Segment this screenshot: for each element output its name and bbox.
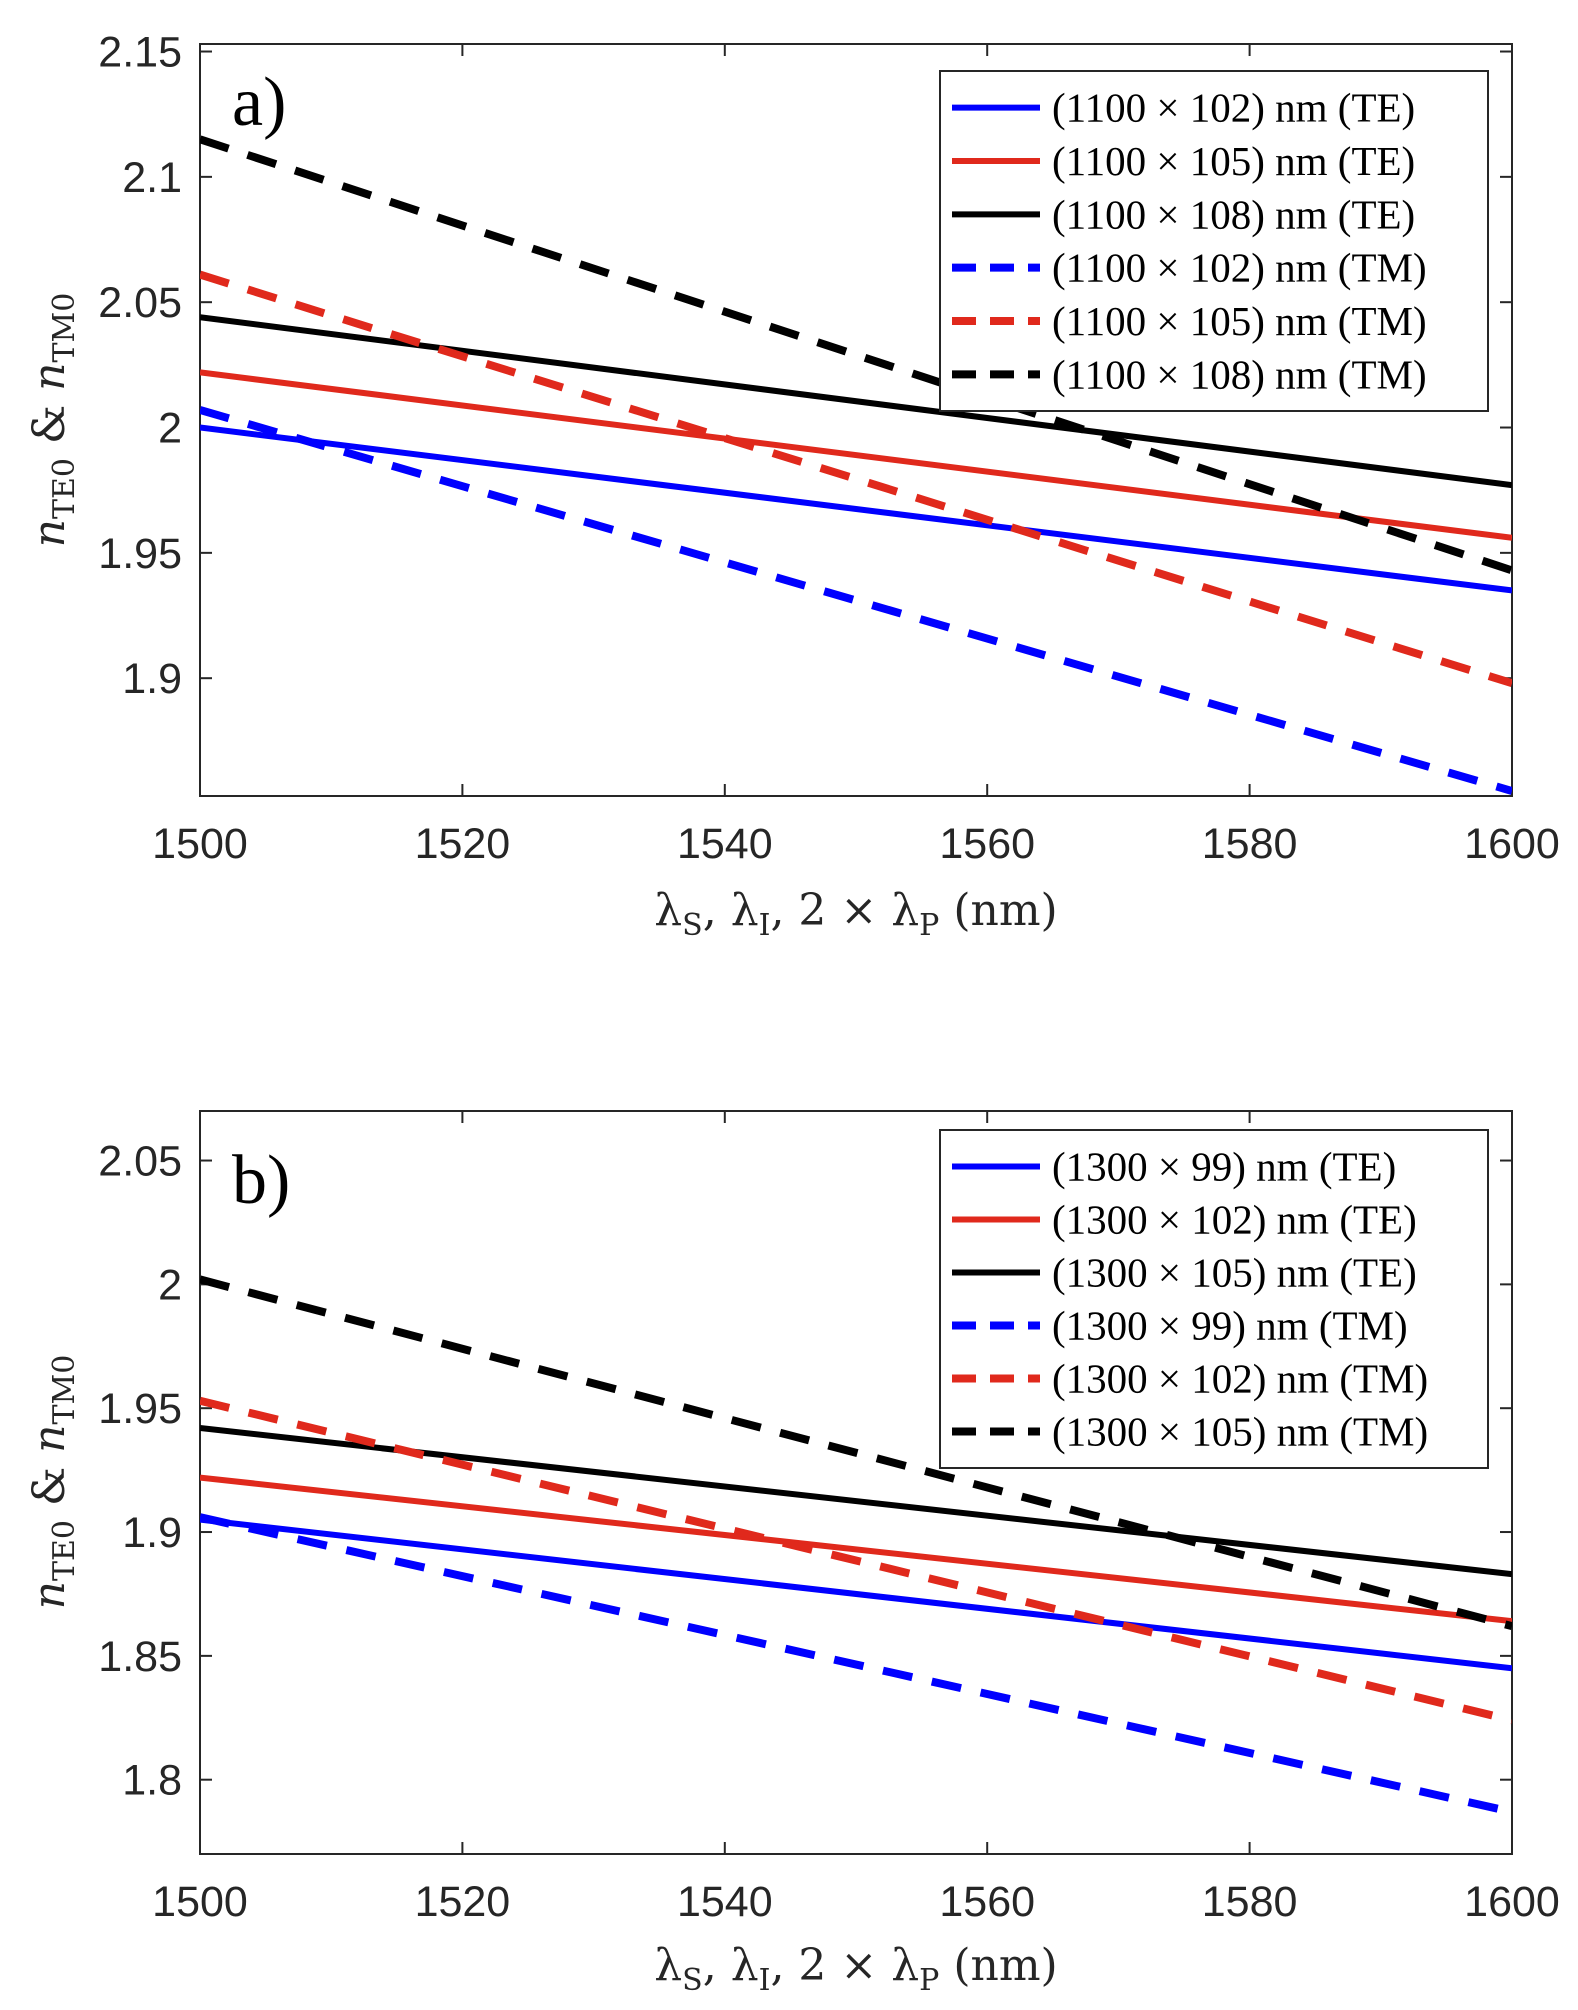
y-tick-label: 1.95: [98, 1385, 182, 1433]
x-tick-label: 1500: [152, 820, 248, 868]
y-tick-label: 2: [158, 1261, 182, 1309]
legend: (1100 × 102) nm (TE) (1100 × 105) nm (TE)…: [939, 70, 1489, 412]
x-tick-label: 1560: [939, 1878, 1035, 1926]
series-line-6: [200, 1275, 1512, 1631]
x-label-sub: S: [682, 908, 703, 943]
chart-a: 1500 1520 1540 1560 1580 1600 1.9 1.95 2 2.05 2.1 2…: [24, 29, 1560, 943]
x-tick-label: 1600: [1464, 820, 1560, 868]
x-label-sub: I: [759, 1963, 771, 1998]
y-label-n: n: [24, 1425, 75, 1453]
legend-entry: (1100 × 102) nm (TE): [1052, 85, 1415, 131]
legend-entry: (1100 × 108) nm (TE): [1052, 191, 1415, 237]
x-label-sep: ,: [703, 885, 731, 936]
y-label-amp: &: [24, 1453, 75, 1520]
y-tick-label: 2.15: [98, 29, 182, 77]
y-label-sub: TM0: [47, 1355, 82, 1425]
axes-box: [199, 43, 1513, 797]
panel-label: b): [232, 1142, 290, 1219]
y-tick-label: 1.8: [122, 1757, 182, 1805]
series-line-2: [200, 1474, 1512, 1625]
chart-b: 1500 1520 1540 1560 1580 1600 1.8 1.85 1.9 1.95 2 2…: [24, 1110, 1560, 1998]
x-label-lambda: λ: [891, 885, 919, 936]
x-label-sub: I: [759, 908, 771, 943]
y-tick-label: 2: [158, 405, 182, 453]
x-tick-label: 1520: [415, 820, 511, 868]
x-tick-label: 1600: [1464, 1878, 1560, 1926]
series-line-5: [200, 1396, 1512, 1725]
x-tick-label: 1500: [152, 1878, 248, 1926]
y-label-amp: &: [24, 391, 75, 458]
y-label-sub: TM0: [47, 293, 82, 363]
legend-entry: (1100 × 105) nm (TE): [1052, 138, 1415, 184]
x-label-lambda: λ: [731, 885, 759, 936]
x-tick-label: 1560: [939, 820, 1035, 868]
x-label-unit: (nm): [939, 885, 1057, 936]
x-label-times: 2 ×: [798, 885, 891, 936]
panel-label: a): [232, 64, 286, 141]
legend-entry: (1300 × 105) nm (TE): [1052, 1250, 1417, 1296]
x-tick-label: 1540: [677, 1878, 773, 1926]
legend-box: [939, 70, 1489, 412]
legend-box: [939, 1129, 1489, 1469]
x-label-sep: ,: [703, 1940, 731, 1991]
x-label-lambda: λ: [731, 1940, 759, 1991]
axes-box: [199, 1110, 1513, 1855]
y-tick-label: 2.05: [98, 279, 182, 327]
y-tick-label: 1.85: [98, 1633, 182, 1681]
x-tick-label: 1520: [415, 1878, 511, 1926]
x-label-times: 2 ×: [798, 1940, 891, 1991]
x-axis-label: λS, λI, 2 × λP (nm): [654, 1940, 1057, 1998]
legend-entry: (1300 × 102) nm (TE): [1052, 1197, 1417, 1243]
x-label-sub: P: [919, 908, 939, 943]
legend: (1300 × 99) nm (TE) (1300 × 102) nm (TE) (…: [939, 1129, 1489, 1469]
y-label-n: n: [24, 1581, 75, 1609]
series-line-5: [200, 270, 1512, 688]
series-line-4: [200, 406, 1512, 795]
x-label-lambda: λ: [654, 885, 682, 936]
legend-entry: (1100 × 108) nm (TM): [1052, 351, 1427, 397]
x-axis-label: λS, λI, 2 × λP (nm): [654, 885, 1057, 943]
y-tick-label: 1.95: [98, 530, 182, 578]
x-label-lambda: λ: [654, 1940, 682, 1991]
y-tick-label: 2.05: [98, 1138, 182, 1186]
x-label-sub: P: [919, 1963, 939, 1998]
x-label-sub: S: [682, 1963, 703, 1998]
y-axis-label: nTE0 & nTM0: [24, 1355, 82, 1610]
series-group: [200, 1275, 1512, 1816]
series-line-1: [200, 1516, 1512, 1672]
legend-entry: (1300 × 105) nm (TM): [1052, 1409, 1428, 1455]
legend-entry: (1300 × 99) nm (TE): [1052, 1144, 1396, 1190]
series-line-2: [200, 369, 1512, 541]
legend-entry: (1300 × 102) nm (TM): [1052, 1356, 1428, 1402]
x-label-sep: ,: [770, 885, 798, 936]
y-tick-label: 2.1: [122, 154, 182, 202]
y-label-sub: TE0: [47, 1520, 82, 1581]
y-label-n: n: [24, 519, 75, 547]
x-label-sep: ,: [770, 1940, 798, 1991]
y-tick-label: 1.9: [122, 1509, 182, 1557]
x-label-unit: (nm): [939, 1940, 1057, 1991]
series-group: [200, 135, 1512, 795]
series-line-6: [200, 135, 1512, 575]
x-tick-label: 1580: [1202, 820, 1298, 868]
series-line-1: [200, 424, 1512, 594]
y-tick-label: 1.9: [122, 655, 182, 703]
legend-entry: (1300 × 99) nm (TM): [1052, 1303, 1408, 1349]
legend-entry: (1100 × 105) nm (TM): [1052, 298, 1427, 344]
x-tick-label: 1580: [1202, 1878, 1298, 1926]
y-label-n: n: [24, 363, 75, 391]
x-tick-label: 1540: [677, 820, 773, 868]
series-line-4: [200, 1513, 1512, 1816]
x-label-lambda: λ: [891, 1940, 919, 1991]
y-axis-label: nTE0 & nTM0: [24, 293, 82, 548]
y-label-sub: TE0: [47, 458, 82, 519]
legend-entry: (1100 × 102) nm (TM): [1052, 245, 1427, 291]
